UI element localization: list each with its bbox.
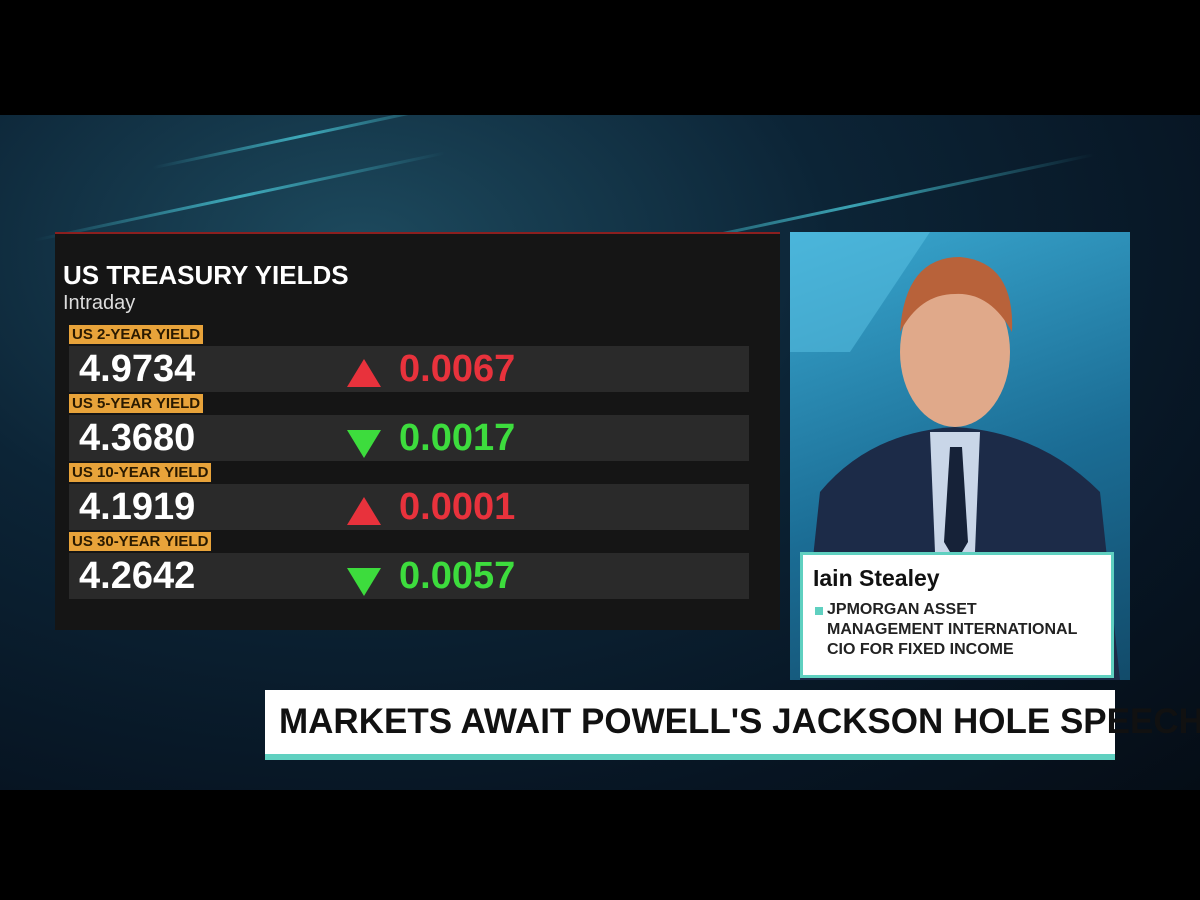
direction-arrow: [347, 430, 381, 458]
yield-change: 0.0001: [399, 486, 516, 528]
face: [900, 277, 1010, 427]
yield-change: 0.0067: [399, 348, 516, 390]
guest-title: CIO FOR FIXED INCOME: [827, 641, 1014, 658]
yield-value: 4.1919: [79, 486, 196, 528]
yield-row: US 30-YEAR YIELD 4.2642 0.0057: [69, 532, 749, 601]
yield-label: US 5-YEAR YIELD: [69, 394, 204, 413]
tie: [944, 447, 968, 562]
direction-arrow: [347, 568, 381, 596]
hair: [900, 257, 1013, 332]
arrow-shape: [347, 359, 381, 387]
arrow-shape: [347, 497, 381, 525]
row-bar: [69, 415, 749, 461]
yield-label: US 30-YEAR YIELD: [69, 532, 212, 551]
yields-panel: US TREASURY YIELDS Intraday US 2-YEAR YI…: [55, 232, 780, 630]
guest-title: MANAGEMENT INTERNATIONAL: [827, 621, 1078, 638]
guest-title: JPMORGAN ASSET: [827, 601, 977, 618]
direction-arrow: [347, 359, 381, 387]
yield-change: 0.0057: [399, 555, 516, 597]
row-bar: [69, 553, 749, 599]
yield-label: US 10-YEAR YIELD: [69, 463, 212, 482]
yield-change: 0.0017: [399, 417, 516, 459]
guest-name: Iain Stealey: [813, 565, 940, 591]
backdrop: [790, 232, 930, 352]
panel-subtitle: Intraday: [63, 292, 136, 314]
lower-third: Iain Stealey JPMORGAN ASSET MANAGEMENT I…: [800, 552, 1114, 678]
panel-title: US TREASURY YIELDS: [63, 260, 349, 290]
yield-row: US 5-YEAR YIELD 4.3680 0.0017: [69, 394, 749, 463]
yield-value: 4.9734: [79, 348, 196, 390]
headline: MARKETS AWAIT POWELL'S JACKSON HOLE SPEE…: [279, 702, 1200, 741]
direction-arrow: [347, 497, 381, 525]
headline-bar: MARKETS AWAIT POWELL'S JACKSON HOLE SPEE…: [265, 690, 1200, 760]
arrow-shape: [347, 568, 381, 596]
yield-label: US 2-YEAR YIELD: [69, 325, 204, 344]
yield-row: US 10-YEAR YIELD 4.1919 0.0001: [69, 463, 749, 532]
light-streak: [34, 151, 446, 242]
row-bar: [69, 346, 749, 392]
yield-row: US 2-YEAR YIELD 4.9734 0.0067: [69, 325, 749, 394]
accent: [815, 607, 823, 615]
arrow-shape: [347, 430, 381, 458]
yield-value: 4.3680: [79, 417, 196, 459]
yield-value: 4.2642: [79, 555, 196, 597]
row-bar: [69, 484, 749, 530]
